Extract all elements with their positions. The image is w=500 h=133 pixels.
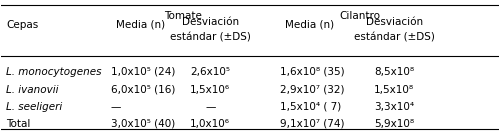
Text: 1,5x10⁶: 1,5x10⁶ (190, 85, 230, 95)
Text: estándar (±DS): estándar (±DS) (354, 33, 434, 43)
Text: 1,5x10⁸: 1,5x10⁸ (374, 85, 414, 95)
Text: Media (n): Media (n) (285, 20, 334, 30)
Text: L. ivanovii: L. ivanovii (6, 85, 59, 95)
Text: 1,0x10⁵ (24): 1,0x10⁵ (24) (111, 67, 175, 77)
Text: —: — (205, 102, 216, 112)
Text: 6,0x10⁵ (16): 6,0x10⁵ (16) (111, 85, 175, 95)
Text: Desviación: Desviación (182, 17, 239, 27)
Text: Cepas: Cepas (6, 20, 38, 30)
Text: 8,5x10⁸: 8,5x10⁸ (374, 67, 414, 77)
Text: L. monocytogenes: L. monocytogenes (6, 67, 102, 77)
Text: 3,3x10⁴: 3,3x10⁴ (374, 102, 414, 112)
Text: Desviación: Desviación (366, 17, 423, 27)
Text: Media (n): Media (n) (116, 20, 165, 30)
Text: Tomate: Tomate (164, 11, 202, 20)
Text: estándar (±DS): estándar (±DS) (170, 33, 250, 43)
Text: 1,0x10⁶: 1,0x10⁶ (190, 119, 230, 129)
Text: Total: Total (6, 119, 30, 129)
Text: 2,9x10⁷ (32): 2,9x10⁷ (32) (280, 85, 344, 95)
Text: L. seeligeri: L. seeligeri (6, 102, 62, 112)
Text: 1,6x10⁸ (35): 1,6x10⁸ (35) (280, 67, 344, 77)
Text: 3,0x10⁵ (40): 3,0x10⁵ (40) (111, 119, 175, 129)
Text: 1,5x10⁴ ( 7): 1,5x10⁴ ( 7) (280, 102, 341, 112)
Text: 2,6x10⁵: 2,6x10⁵ (190, 67, 230, 77)
Text: —: — (111, 102, 121, 112)
Text: Cilantro: Cilantro (339, 11, 380, 20)
Text: 9,1x10⁷ (74): 9,1x10⁷ (74) (280, 119, 344, 129)
Text: 5,9x10⁸: 5,9x10⁸ (374, 119, 414, 129)
